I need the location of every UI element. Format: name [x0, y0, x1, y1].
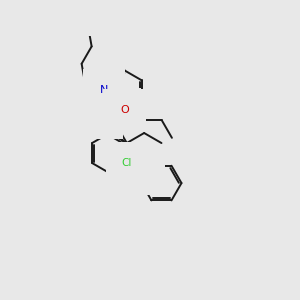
- Text: O: O: [98, 112, 106, 122]
- Text: N: N: [100, 85, 108, 95]
- Text: N: N: [140, 168, 148, 178]
- Text: H: H: [119, 103, 127, 113]
- Text: Cl: Cl: [122, 158, 132, 168]
- Text: O: O: [120, 106, 129, 116]
- Text: N: N: [112, 101, 121, 111]
